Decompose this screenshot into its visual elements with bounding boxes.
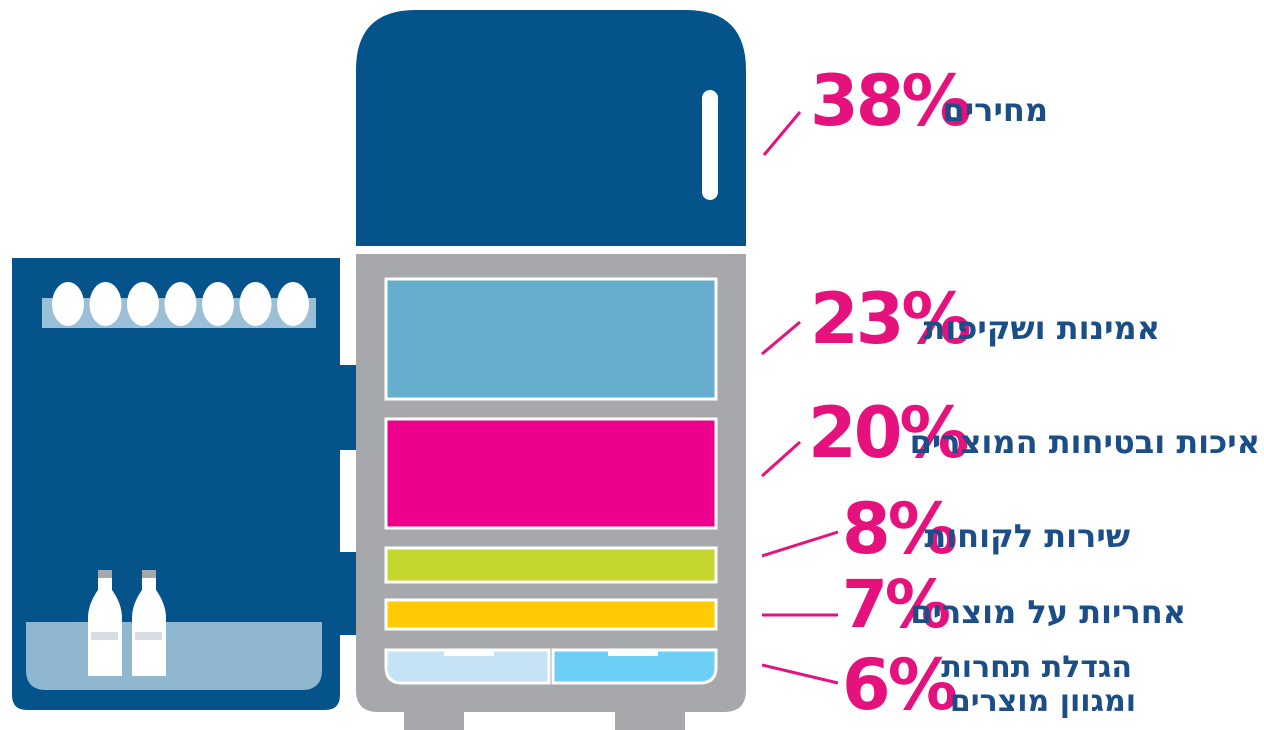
value-label: 23% <box>810 278 972 360</box>
freezer-door <box>356 10 746 246</box>
connector-line <box>760 440 802 478</box>
value-label: 20% <box>808 392 970 474</box>
value-label: 8% <box>842 488 958 570</box>
egg-icon <box>52 282 84 326</box>
egg-icon <box>89 282 122 326</box>
drawer-handle <box>444 650 494 656</box>
fridge-leg <box>615 708 685 730</box>
shelf-bar <box>551 648 718 685</box>
drawer-handle <box>608 650 658 656</box>
category-label: איכות ובטיחות המוצרים <box>909 423 1260 461</box>
egg-icon <box>164 282 197 326</box>
egg-icon <box>277 282 309 326</box>
value-label: 6% <box>842 644 958 726</box>
door-tray <box>26 622 322 690</box>
shelf-bar <box>384 546 718 584</box>
shelf-bar <box>384 648 551 685</box>
egg-icon <box>239 282 272 326</box>
fridge-door <box>12 258 360 710</box>
milk-bottle <box>132 570 166 676</box>
category-label: מחירים <box>942 91 1048 129</box>
shelf-bar <box>384 417 718 530</box>
category-label: אחריות על מוצרים <box>910 593 1186 631</box>
milk-bottles <box>88 570 166 676</box>
category-label-line2: ומגוון מוצרים <box>949 684 1136 719</box>
egg-row <box>52 282 309 326</box>
shelf-bar <box>384 277 718 401</box>
category-label: אמינות ושקיפות <box>923 309 1160 347</box>
egg-icon <box>202 282 234 326</box>
connector-line <box>761 663 839 685</box>
fridge-body <box>356 10 746 730</box>
freezer-handle <box>702 90 718 200</box>
shelf-bar <box>384 598 718 631</box>
category-label-line1: הגדלת תחרות <box>941 650 1132 685</box>
value-label: 7% <box>842 566 951 643</box>
egg-icon <box>127 282 159 326</box>
connector-lines <box>760 111 839 685</box>
value-label: 38% <box>810 60 972 142</box>
fridge-leg <box>404 708 464 730</box>
connector-line <box>761 320 801 356</box>
connector-line <box>762 111 802 156</box>
connector-line <box>761 530 839 558</box>
milk-bottle <box>88 570 122 676</box>
category-label: שירות לקוחות <box>924 517 1130 555</box>
